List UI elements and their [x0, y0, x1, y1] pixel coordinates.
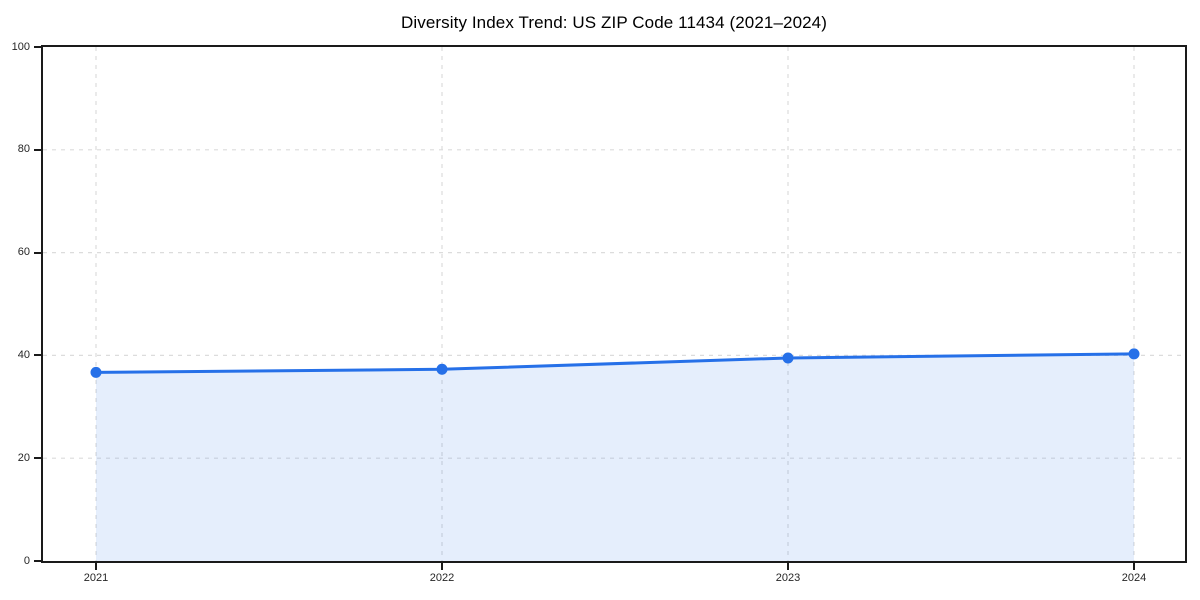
- x-tick-label: 2021: [83, 572, 109, 584]
- y-tick-label: 80: [17, 143, 30, 156]
- trend-line: [94, 352, 1136, 374]
- y-tick-mark: [34, 560, 41, 562]
- y-tick-label: 60: [17, 246, 30, 259]
- x-tick-mark: [1133, 563, 1135, 570]
- y-tick-label: 20: [17, 451, 30, 464]
- y-tick-mark: [34, 148, 41, 151]
- data-point: [1128, 348, 1140, 360]
- x-tick-mark: [95, 563, 97, 570]
- x-tick-label: 2024: [1121, 572, 1147, 584]
- y-tick-label: 100: [11, 40, 30, 53]
- area-fill: [96, 353, 1134, 561]
- line-chart-svg: [43, 47, 1185, 561]
- plot-area: [41, 45, 1187, 563]
- data-point: [436, 363, 448, 375]
- y-tick-mark: [34, 251, 41, 254]
- y-tick-mark: [34, 354, 41, 357]
- data-point: [782, 352, 794, 364]
- x-tick-mark: [787, 563, 789, 570]
- y-tick-mark: [34, 46, 41, 48]
- x-tick-mark: [441, 563, 443, 570]
- y-tick-label: 40: [17, 348, 30, 361]
- x-tick-label: 2022: [429, 572, 455, 584]
- chart-title: Diversity Index Trend: US ZIP Code 11434…: [400, 13, 828, 32]
- data-point: [90, 366, 102, 378]
- x-tick-label: 2023: [775, 572, 801, 584]
- y-tick-mark: [34, 457, 41, 460]
- y-tick-label: 0: [23, 554, 30, 567]
